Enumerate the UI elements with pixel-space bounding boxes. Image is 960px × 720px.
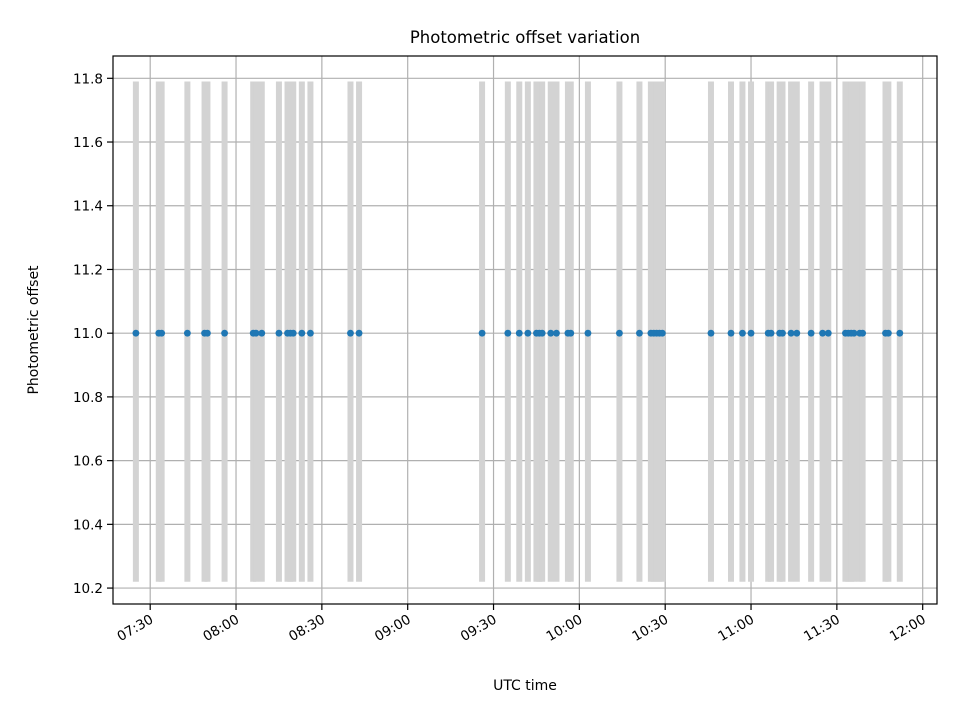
y-axis: 10.2 10.4 10.6 10.8 11.0 11.2 11.4 11.6 11.8 bbox=[73, 71, 113, 597]
y-axis-title: Photometric offset bbox=[26, 265, 42, 395]
x-axis-title: UTC time bbox=[493, 678, 557, 694]
data-points bbox=[132, 329, 904, 337]
data-point bbox=[747, 329, 755, 337]
data-point bbox=[896, 329, 904, 337]
data-point bbox=[787, 329, 795, 337]
data-point bbox=[884, 329, 892, 337]
data-point bbox=[616, 329, 623, 337]
data-point bbox=[779, 329, 786, 337]
data-point bbox=[584, 329, 592, 337]
chart-title: Photometric offset variation bbox=[410, 28, 640, 47]
data-point bbox=[204, 329, 211, 337]
data-point bbox=[132, 329, 140, 337]
y-tick-label: 11.2 bbox=[73, 262, 103, 278]
y-tick-label: 11.4 bbox=[73, 199, 103, 215]
y-tick-label: 11.8 bbox=[73, 71, 103, 87]
data-point bbox=[538, 329, 546, 337]
data-point bbox=[707, 329, 715, 337]
data-point bbox=[258, 329, 266, 337]
plot-frame bbox=[112, 55, 938, 605]
data-point bbox=[298, 329, 306, 337]
data-point bbox=[727, 329, 735, 337]
data-point bbox=[504, 329, 512, 337]
data-point bbox=[183, 329, 191, 337]
data-point bbox=[807, 329, 815, 337]
data-point bbox=[221, 329, 228, 337]
data-point bbox=[658, 329, 666, 337]
data-point bbox=[739, 329, 746, 337]
data-point bbox=[793, 329, 801, 337]
data-point bbox=[824, 329, 832, 337]
data-point bbox=[478, 329, 486, 337]
data-point bbox=[252, 329, 260, 337]
data-point bbox=[158, 329, 166, 337]
data-point bbox=[515, 329, 523, 337]
data-point bbox=[859, 329, 867, 337]
y-tick-label: 11.6 bbox=[73, 135, 103, 151]
data-point bbox=[547, 329, 555, 337]
data-point bbox=[553, 329, 560, 337]
data-point bbox=[355, 329, 363, 337]
data-point bbox=[524, 329, 532, 337]
y-tick-label: 11.0 bbox=[73, 326, 103, 342]
data-point bbox=[767, 329, 775, 337]
y-tick-label: 10.4 bbox=[73, 517, 103, 533]
data-point bbox=[347, 329, 354, 337]
y-tick-label: 10.8 bbox=[73, 390, 103, 406]
y-tick-label: 10.6 bbox=[73, 454, 103, 470]
data-point bbox=[850, 329, 858, 337]
data-point bbox=[567, 329, 575, 337]
data-point bbox=[636, 329, 643, 337]
data-point bbox=[307, 329, 314, 337]
data-point bbox=[819, 329, 826, 337]
y-tick-label: 10.2 bbox=[73, 581, 103, 597]
data-point bbox=[275, 329, 283, 337]
data-point bbox=[289, 329, 297, 337]
